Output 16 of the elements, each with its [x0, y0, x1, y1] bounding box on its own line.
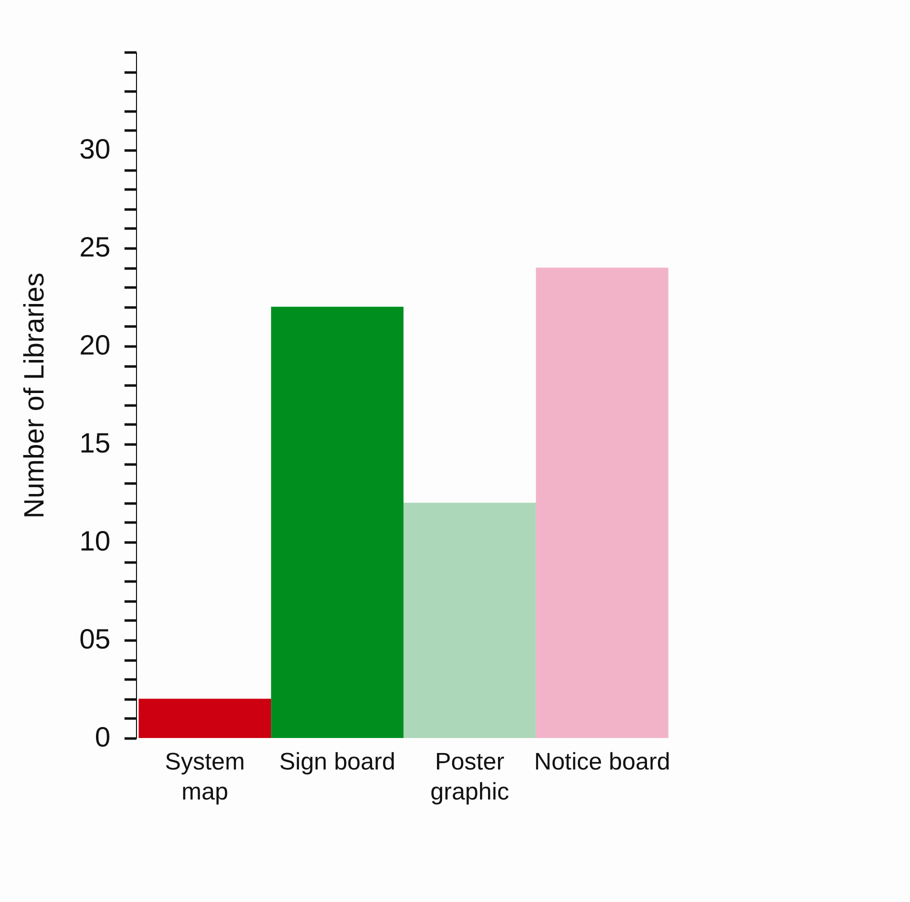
- bar: [404, 502, 536, 738]
- x-tick-label: Notice board: [534, 748, 670, 776]
- y-tick-label: 05: [79, 624, 110, 654]
- y-tick-label: 10: [79, 526, 110, 556]
- x-tick-label: Sign board: [279, 748, 396, 776]
- bar: [138, 698, 272, 738]
- bar: [271, 306, 404, 738]
- y-axis-title: Number of Libraries: [18, 272, 50, 518]
- y-tick-label: 25: [79, 232, 110, 262]
- y-tick-label: 20: [79, 330, 110, 360]
- y-tick-label: 0: [94, 722, 110, 752]
- x-tick-label: Poster graphic: [430, 748, 510, 806]
- bar: [536, 268, 668, 738]
- x-tick-label: System map: [164, 748, 245, 806]
- y-tick-label: 15: [79, 428, 110, 458]
- y-tick-label: 30: [79, 134, 110, 164]
